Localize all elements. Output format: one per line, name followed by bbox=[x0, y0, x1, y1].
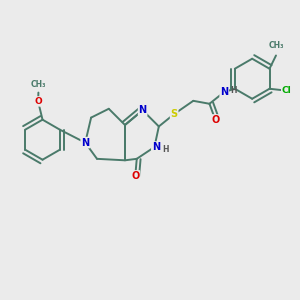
Text: CH₃: CH₃ bbox=[31, 80, 46, 89]
Text: N: N bbox=[152, 142, 160, 152]
Text: O: O bbox=[211, 115, 220, 125]
Text: S: S bbox=[171, 109, 178, 119]
Text: O: O bbox=[34, 97, 42, 106]
Text: N: N bbox=[220, 87, 228, 97]
Text: N: N bbox=[81, 138, 89, 148]
Text: Cl: Cl bbox=[282, 86, 292, 95]
Text: H: H bbox=[162, 145, 168, 154]
Text: H: H bbox=[230, 86, 236, 95]
Text: N: N bbox=[139, 105, 147, 115]
Text: CH₃: CH₃ bbox=[268, 41, 284, 50]
Text: O: O bbox=[131, 171, 140, 181]
